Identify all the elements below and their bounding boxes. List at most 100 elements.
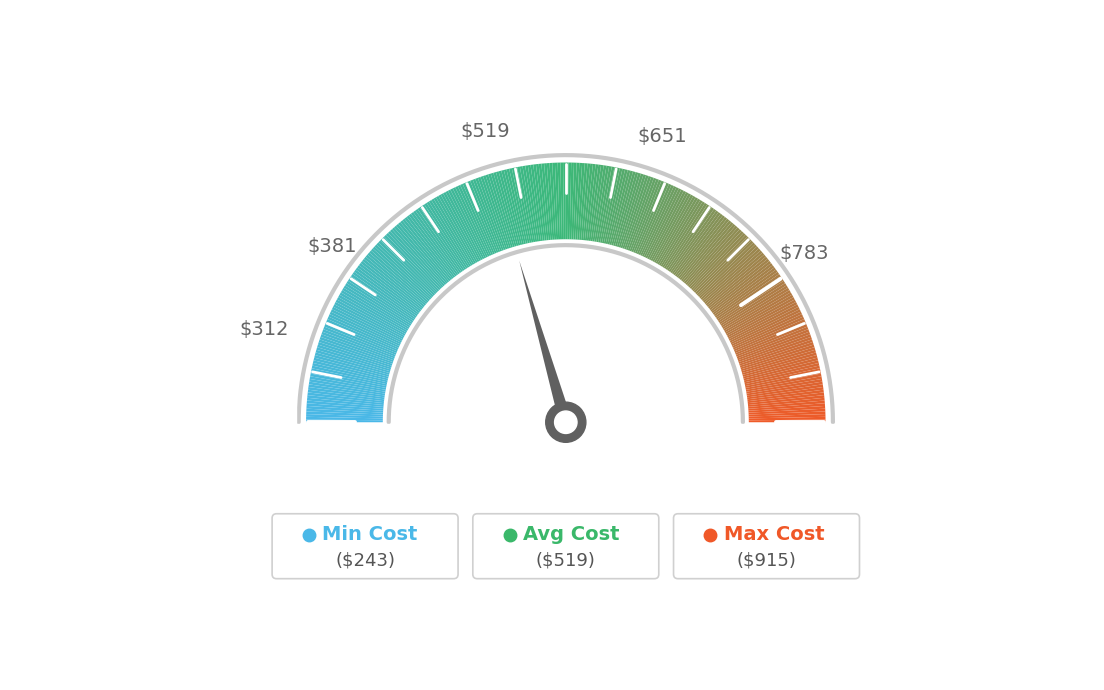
- Wedge shape: [722, 288, 789, 329]
- Wedge shape: [306, 414, 383, 418]
- Wedge shape: [728, 299, 796, 337]
- Wedge shape: [306, 417, 383, 420]
- Wedge shape: [380, 239, 436, 294]
- Wedge shape: [382, 237, 438, 293]
- Wedge shape: [340, 293, 407, 333]
- Wedge shape: [649, 191, 687, 260]
- Wedge shape: [322, 329, 395, 358]
- Wedge shape: [580, 164, 587, 240]
- Polygon shape: [182, 424, 949, 614]
- Wedge shape: [315, 353, 390, 375]
- Wedge shape: [331, 309, 401, 344]
- Text: $915: $915: [858, 413, 907, 432]
- Wedge shape: [744, 363, 819, 382]
- Wedge shape: [742, 350, 816, 373]
- Wedge shape: [669, 208, 714, 272]
- Wedge shape: [745, 373, 821, 390]
- Wedge shape: [733, 317, 804, 350]
- Wedge shape: [337, 297, 405, 336]
- Wedge shape: [406, 215, 455, 277]
- Wedge shape: [575, 163, 582, 239]
- Wedge shape: [725, 295, 794, 334]
- Wedge shape: [709, 261, 771, 310]
- Wedge shape: [718, 276, 782, 321]
- Wedge shape: [588, 164, 601, 241]
- Wedge shape: [703, 250, 763, 303]
- Wedge shape: [415, 209, 461, 273]
- Wedge shape: [308, 387, 384, 400]
- Wedge shape: [731, 312, 802, 346]
- Wedge shape: [697, 241, 753, 295]
- Wedge shape: [742, 353, 817, 375]
- Wedge shape: [314, 357, 389, 379]
- Wedge shape: [546, 163, 554, 239]
- Wedge shape: [448, 190, 485, 259]
- Wedge shape: [583, 164, 593, 240]
- Wedge shape: [737, 332, 810, 360]
- FancyBboxPatch shape: [272, 514, 458, 579]
- Text: $312: $312: [240, 320, 288, 339]
- Wedge shape: [654, 195, 693, 263]
- Wedge shape: [311, 368, 386, 386]
- Wedge shape: [316, 350, 390, 373]
- Wedge shape: [458, 185, 491, 256]
- Wedge shape: [647, 190, 683, 259]
- Wedge shape: [714, 270, 777, 316]
- Wedge shape: [740, 339, 813, 366]
- Wedge shape: [688, 229, 742, 288]
- Wedge shape: [678, 217, 728, 279]
- Wedge shape: [737, 334, 811, 362]
- Wedge shape: [638, 184, 671, 255]
- Wedge shape: [719, 279, 784, 322]
- Wedge shape: [631, 180, 661, 252]
- Wedge shape: [522, 166, 538, 242]
- Wedge shape: [712, 265, 774, 313]
- Wedge shape: [747, 390, 824, 401]
- Wedge shape: [531, 164, 543, 241]
- Wedge shape: [488, 174, 513, 248]
- Wedge shape: [720, 283, 786, 326]
- Wedge shape: [312, 360, 389, 380]
- Wedge shape: [320, 337, 393, 364]
- Wedge shape: [672, 210, 719, 274]
- Wedge shape: [690, 231, 744, 289]
- Wedge shape: [333, 304, 403, 341]
- Wedge shape: [512, 168, 530, 244]
- Text: $651: $651: [637, 128, 687, 146]
- Wedge shape: [311, 366, 388, 384]
- Text: Max Cost: Max Cost: [724, 526, 825, 544]
- Wedge shape: [388, 231, 442, 289]
- Wedge shape: [368, 253, 427, 304]
- Wedge shape: [404, 217, 454, 279]
- Wedge shape: [429, 200, 471, 267]
- Wedge shape: [319, 339, 392, 366]
- Wedge shape: [749, 400, 825, 409]
- Wedge shape: [587, 164, 598, 241]
- Wedge shape: [659, 199, 700, 266]
- Wedge shape: [675, 214, 723, 277]
- Wedge shape: [664, 203, 708, 269]
- Wedge shape: [373, 246, 431, 299]
- Wedge shape: [335, 302, 404, 339]
- Wedge shape: [617, 172, 641, 247]
- Wedge shape: [650, 192, 689, 261]
- Wedge shape: [657, 197, 698, 265]
- Wedge shape: [358, 265, 420, 313]
- Wedge shape: [585, 164, 596, 240]
- Wedge shape: [496, 171, 519, 246]
- Wedge shape: [702, 248, 761, 302]
- Wedge shape: [359, 263, 422, 312]
- Wedge shape: [628, 178, 657, 250]
- Wedge shape: [341, 290, 408, 331]
- Wedge shape: [606, 169, 625, 244]
- Wedge shape: [307, 400, 383, 409]
- Wedge shape: [691, 233, 745, 290]
- Wedge shape: [613, 171, 636, 246]
- Wedge shape: [594, 166, 609, 242]
- Wedge shape: [422, 204, 466, 270]
- Wedge shape: [329, 314, 400, 348]
- Wedge shape: [307, 406, 383, 413]
- Wedge shape: [713, 267, 776, 315]
- Wedge shape: [707, 257, 767, 307]
- Wedge shape: [535, 164, 546, 240]
